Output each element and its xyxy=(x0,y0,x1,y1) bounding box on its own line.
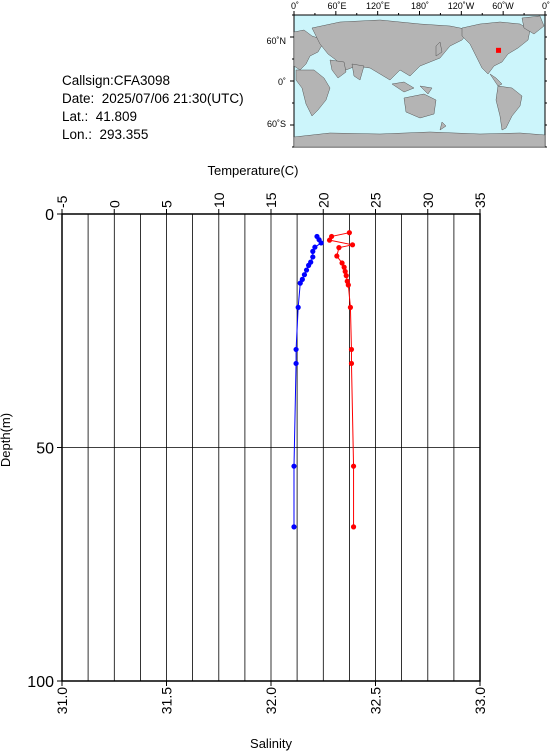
map-left-ticks: 60˚N 0˚ 60˚S xyxy=(266,36,286,129)
salinity-point xyxy=(303,267,310,273)
station-marker xyxy=(496,47,502,53)
map-tick-60w: 60˚W xyxy=(492,1,514,11)
temperature-point xyxy=(334,253,340,259)
temperature-line xyxy=(328,232,355,527)
temperature-point xyxy=(343,273,349,279)
temperature-tick-label: 20 xyxy=(315,192,331,208)
salinity-tick-label: 31.0 xyxy=(54,687,70,714)
temperature-point xyxy=(349,242,356,248)
map-tick-180: 180˚ xyxy=(411,1,429,11)
temperature-tick-label: -5 xyxy=(54,195,70,208)
temperature-tick-label: 0 xyxy=(106,200,122,208)
chart-grid xyxy=(61,214,481,681)
temperature-point xyxy=(350,524,357,530)
map-tick-60n: 60˚N xyxy=(266,36,286,46)
salinity-point xyxy=(306,262,312,268)
salinity-point xyxy=(291,524,297,530)
temperature-tick-label: 5 xyxy=(159,200,175,208)
date-text: Date: 2025/07/06 21:30(UTC) xyxy=(62,91,244,106)
temperature-point xyxy=(336,245,342,251)
temperature-tick-label: 15 xyxy=(263,192,279,208)
temperature-point xyxy=(350,463,357,469)
salinity-point xyxy=(312,244,318,250)
world-map: 0˚ 60˚E 120˚E 180˚ 120˚W 60˚W 0˚ 60˚N 0˚… xyxy=(266,1,550,148)
salinity-point xyxy=(291,463,297,469)
map-tick-120e: 120˚E xyxy=(366,1,390,11)
salinity-point xyxy=(293,346,299,353)
temperature-tick-labels: -5 0 5 10 15 20 25 30 35 xyxy=(54,192,488,214)
salinity-point xyxy=(310,248,316,254)
salinity-point xyxy=(293,360,299,367)
salinity-tick-labels: 31.0 31.5 32.0 32.5 33.0 xyxy=(54,681,488,714)
temperature-tick-label: 30 xyxy=(420,192,436,208)
map-tick-0-right: 0˚ xyxy=(542,1,550,11)
station-info: Callsign:CFA3098 Date: 2025/07/06 21:30(… xyxy=(62,72,244,144)
salinity-axis-label: Salinity xyxy=(250,736,292,751)
temperature-point xyxy=(339,260,345,266)
temperature-point xyxy=(348,360,355,367)
salinity-tick-label: 32.5 xyxy=(368,687,384,714)
salinity-point xyxy=(295,304,301,310)
temperature-tick-label: 10 xyxy=(211,192,227,208)
latitude-text: Lat.: 41.809 xyxy=(62,109,138,124)
salinity-line xyxy=(293,236,322,527)
salinity-tick-label: 32.0 xyxy=(263,687,279,714)
depth-axis-label: Depth(m) xyxy=(0,413,13,467)
map-tick-120w: 120˚W xyxy=(448,1,475,11)
salinity-point xyxy=(301,272,308,278)
depth-tick-labels: 0 50 100 xyxy=(27,207,62,691)
longitude-text: Lon.: 293.355 xyxy=(62,127,149,142)
map-top-ticks: 0˚ 60˚E 120˚E 180˚ 120˚W 60˚W 0˚ xyxy=(291,1,550,11)
temperature-point xyxy=(345,282,351,288)
depth-tick-label: 50 xyxy=(36,441,54,458)
temperature-point xyxy=(347,304,354,310)
callsign-text: Callsign:CFA3098 xyxy=(62,73,171,88)
temperature-tick-label: 25 xyxy=(368,192,384,208)
temperature-point xyxy=(342,268,348,275)
temperature-point xyxy=(346,230,352,236)
map-tickmarks xyxy=(290,11,547,148)
temperature-point xyxy=(326,237,333,243)
profile-series xyxy=(291,230,357,530)
salinity-point xyxy=(318,240,324,246)
depth-tick-label: 0 xyxy=(45,207,54,224)
temperature-point xyxy=(348,346,355,353)
temperature-axis-label: Temperature(C) xyxy=(207,163,298,178)
map-tick-60e: 60˚E xyxy=(327,1,346,11)
salinity-point xyxy=(310,254,316,260)
temperature-tick-label: 35 xyxy=(472,192,488,208)
salinity-point xyxy=(297,280,303,286)
depth-tick-label: 100 xyxy=(27,674,54,691)
map-land xyxy=(293,15,546,148)
temperature-point xyxy=(341,264,347,270)
map-tick-equator: 0˚ xyxy=(278,77,286,87)
map-tick-60s: 60˚S xyxy=(267,119,286,129)
salinity-tick-label: 31.5 xyxy=(159,687,175,714)
salinity-tick-label: 33.0 xyxy=(472,687,488,714)
map-tick-0: 0˚ xyxy=(291,1,299,11)
